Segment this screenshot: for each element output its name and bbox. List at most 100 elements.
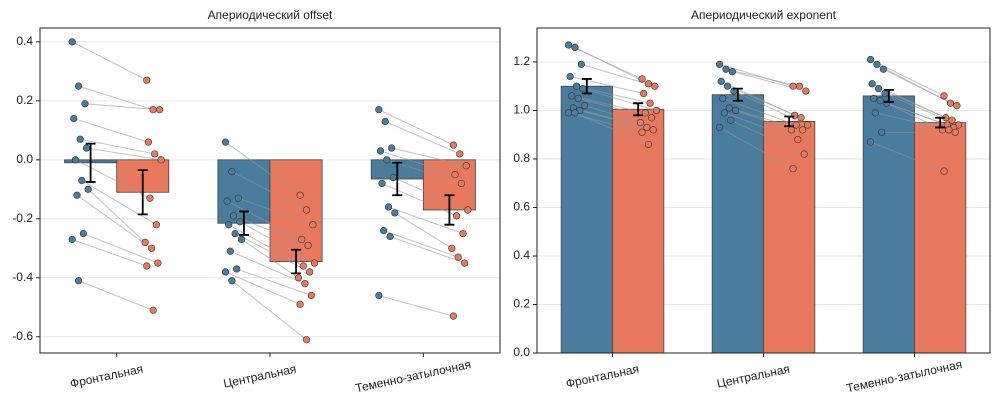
subject-point [302, 206, 311, 214]
bar [612, 108, 665, 354]
subject-point [151, 150, 159, 158]
subject-point [720, 109, 728, 117]
subject-point [380, 227, 388, 235]
subject-point [715, 60, 724, 68]
subject-point [795, 82, 804, 90]
pair-line [719, 127, 794, 170]
subject-point [388, 144, 396, 152]
subject-point [568, 92, 576, 100]
pair-line [380, 150, 456, 176]
subject-point [580, 102, 589, 110]
subject-point [143, 262, 151, 270]
pair-line [388, 206, 464, 235]
subject-point [309, 221, 317, 229]
axes-frame [39, 27, 501, 354]
subject-point [715, 123, 724, 132]
pair-line [78, 280, 154, 311]
subject-point [644, 140, 653, 149]
subject-point [876, 97, 884, 105]
subject-point [81, 100, 89, 108]
subject-point [76, 135, 84, 143]
subject-point [577, 60, 585, 68]
y-tick-label: -0.4 [12, 270, 33, 284]
subject-point [723, 82, 732, 90]
subject-point [82, 144, 91, 152]
subject-point [74, 82, 83, 90]
subject-point [223, 197, 231, 205]
pair-line [571, 95, 646, 114]
subject-point [448, 244, 456, 252]
subject-point [375, 106, 383, 114]
subject-point [79, 229, 87, 238]
pair-line [574, 46, 649, 85]
subject-point [384, 203, 393, 211]
pair-line [725, 68, 800, 87]
subject-point [789, 165, 797, 173]
subject-point [566, 72, 574, 81]
subject-point [462, 162, 470, 170]
pair-line [391, 147, 467, 167]
subject-point [383, 156, 391, 164]
pair-line [225, 271, 301, 305]
pair-line [722, 97, 797, 126]
pair-line [231, 280, 307, 341]
pair-line [883, 68, 958, 107]
subject-point [940, 167, 948, 175]
x-tick-label: Центральная [222, 362, 297, 391]
subject-point [299, 262, 307, 270]
y-tick-label: 1.0 [513, 103, 530, 117]
pair-line [733, 90, 808, 126]
subject-point [461, 259, 469, 267]
pair-line [582, 88, 657, 111]
subject-point [717, 77, 725, 85]
subject-point [946, 99, 955, 107]
pair-line [230, 250, 306, 285]
error-bar [581, 78, 592, 95]
subject-point [953, 102, 961, 110]
subject-point [221, 268, 230, 276]
subject-point [456, 150, 464, 158]
y-tick-label: 0.0 [16, 152, 33, 166]
subject-point [149, 306, 157, 314]
subject-point [459, 229, 467, 238]
subject-point [727, 116, 735, 124]
subject-point [391, 209, 399, 217]
subject-point [640, 89, 648, 98]
pair-line [383, 230, 459, 258]
subject-point [307, 291, 315, 300]
subject-point [794, 135, 802, 144]
pair-line [568, 112, 643, 133]
subject-point [644, 80, 653, 88]
subject-point [866, 55, 875, 64]
subject-point [648, 114, 656, 122]
pair-line [389, 236, 465, 264]
pair-line [238, 197, 314, 226]
subject-point [725, 104, 733, 112]
subject-point [294, 274, 303, 282]
pair-line [225, 141, 301, 196]
subject-point [231, 229, 239, 238]
subject-point [464, 206, 472, 214]
subject-point [221, 138, 230, 146]
error-bar [85, 142, 96, 183]
subject-point [304, 241, 312, 249]
subject-point [940, 92, 948, 100]
pair-line [234, 233, 310, 273]
subject-point [643, 123, 651, 132]
subject-point [731, 106, 740, 115]
subject-point [651, 82, 659, 90]
subject-point [143, 76, 151, 84]
error-bar [291, 248, 302, 275]
subject-point [652, 106, 661, 115]
subject-point [70, 114, 78, 123]
x-tick-label: Теменно-затылочная [845, 357, 963, 395]
subject-point [381, 117, 389, 126]
pair-line [870, 59, 945, 97]
bar [269, 159, 323, 262]
subject-point [571, 109, 579, 117]
pair-line [886, 102, 943, 131]
pair-line [226, 200, 302, 240]
subject-point [571, 43, 579, 52]
subject-point [68, 235, 76, 244]
subject-point [449, 312, 458, 320]
